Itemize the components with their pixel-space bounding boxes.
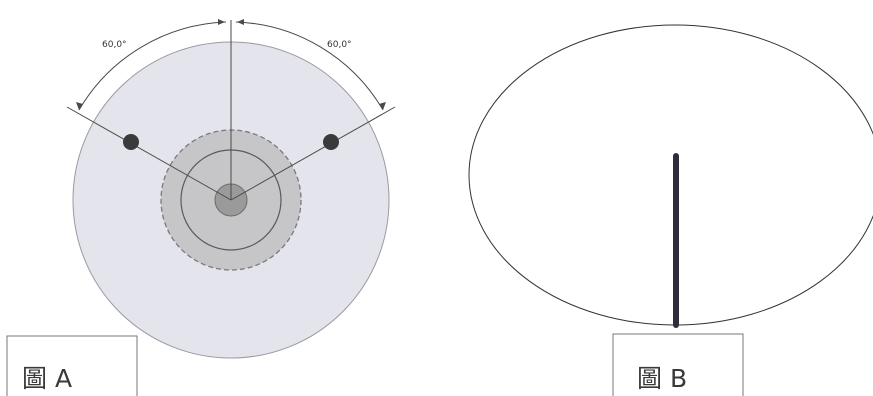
right-angle-label: 60,0°	[327, 40, 352, 50]
left-angle-arc	[78, 21, 227, 111]
figure-a: 60,0° 60,0°	[66, 19, 396, 359]
left-arc-arrowhead-bottom	[76, 102, 83, 110]
outline-ellipse	[468, 24, 873, 326]
left-marker-dot	[123, 134, 139, 150]
left-angle-label: 60,0°	[102, 40, 127, 50]
right-marker-dot	[323, 134, 339, 150]
figure-a-caption: 圖 A	[22, 364, 72, 393]
figure-b-caption: 圖 B	[637, 364, 687, 393]
figure-b-caption-frame	[612, 333, 744, 396]
left-radial-line	[66, 106, 232, 201]
right-arc-arrowhead-top	[237, 19, 244, 25]
figure-b-caption-box: 圖 B	[612, 333, 744, 396]
right-arc-arrowhead-bottom	[379, 102, 386, 110]
right-angle-arc	[235, 21, 384, 111]
figure-a-caption-frame	[6, 335, 138, 396]
right-radial-line	[230, 106, 396, 201]
figure-a-caption-box: 圖 A	[6, 335, 138, 396]
left-arc-arrowhead-top	[218, 19, 225, 25]
figure-b	[468, 24, 873, 328]
